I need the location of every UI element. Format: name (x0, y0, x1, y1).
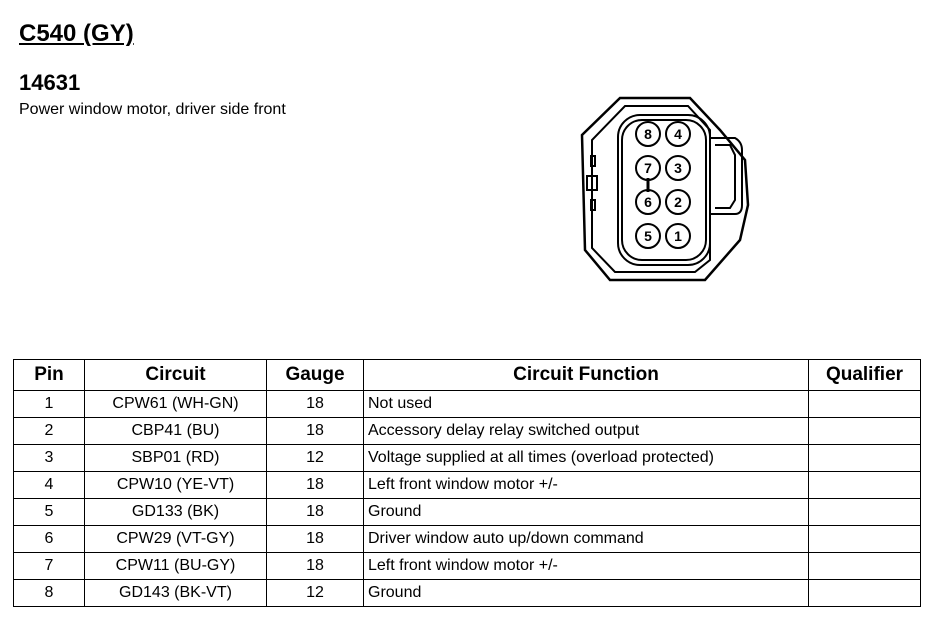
column-header-gauge: Gauge (266, 359, 364, 391)
connector-description: Power window motor, driver side front (19, 101, 286, 118)
pin-cell: 4 (13, 471, 85, 499)
gauge-cell: 18 (266, 552, 364, 580)
qualifier-cell (808, 552, 921, 580)
table-row: 1 CPW61 (WH-GN) 18 Not used (13, 390, 921, 418)
pin-number-label: 7 (644, 160, 652, 176)
pin-8-cavity (635, 121, 661, 147)
circuit-cell: GD133 (BK) (84, 498, 267, 526)
gauge-cell: 12 (266, 444, 364, 472)
column-header-circuit-function: Circuit Function (363, 359, 809, 391)
column-header-pin: Pin (13, 359, 85, 391)
circuit-cell: GD143 (BK-VT) (84, 579, 267, 607)
circuit-cell: CBP41 (BU) (84, 417, 267, 445)
gauge-cell: 18 (266, 498, 364, 526)
pin-cell: 2 (13, 417, 85, 445)
gauge-cell: 18 (266, 390, 364, 418)
circuit-cell: CPW61 (WH-GN) (84, 390, 267, 418)
qualifier-cell (808, 579, 921, 607)
pin-cell: 3 (13, 444, 85, 472)
qualifier-cell (808, 525, 921, 553)
pin-cell: 5 (13, 498, 85, 526)
qualifier-cell (808, 498, 921, 526)
function-cell: Accessory delay relay switched output (363, 417, 809, 445)
function-cell: Ground (363, 498, 809, 526)
circuit-cell: CPW11 (BU-GY) (84, 552, 267, 580)
table-row: 6 CPW29 (VT-GY) 18 Driver window auto up/do… (13, 525, 921, 553)
key-slot-icon (590, 155, 596, 167)
function-cell: Left front window motor +/- (363, 552, 809, 580)
qualifier-cell (808, 444, 921, 472)
table-row: 3 SBP01 (RD) 12 Voltage supplied at all tim… (13, 444, 921, 472)
pin-3-cavity (665, 155, 691, 181)
pin-number-label: 3 (674, 160, 682, 176)
pin-cell: 1 (13, 390, 85, 418)
connector-face-diagram: 8 4 7 3 6 2 5 1 (580, 96, 750, 282)
pin-number-label: 1 (674, 228, 682, 244)
pinout-table: Pin Circuit Gauge Circuit Function Quali… (13, 359, 921, 607)
pin-number-label: 5 (644, 228, 652, 244)
pin-7-cavity (635, 155, 661, 181)
function-cell: Voltage supplied at all times (overload … (363, 444, 809, 472)
column-header-circuit: Circuit (84, 359, 267, 391)
gauge-cell: 18 (266, 471, 364, 499)
function-cell: Left front window motor +/- (363, 471, 809, 499)
pin-number-label: 8 (644, 126, 652, 142)
qualifier-cell (808, 471, 921, 499)
pin-number-label: 2 (674, 194, 682, 210)
key-slot-icon (586, 175, 598, 191)
table-row: 5 GD133 (BK) 18 Ground (13, 498, 921, 526)
pin-4-cavity (665, 121, 691, 147)
pin-number-label: 6 (644, 194, 652, 210)
gauge-cell: 18 (266, 525, 364, 553)
function-cell: Not used (363, 390, 809, 418)
pin-cell: 8 (13, 579, 85, 607)
pin-6-cavity (635, 189, 661, 215)
table-row: 7 CPW11 (BU-GY) 18 Left front window motor … (13, 552, 921, 580)
table-header-row: Pin Circuit Gauge Circuit Function Quali… (13, 359, 921, 391)
table-row: 8 GD143 (BK-VT) 12 Ground (13, 579, 921, 607)
pin-number-label: 4 (674, 126, 682, 142)
gauge-cell: 12 (266, 579, 364, 607)
key-slot-icon (590, 199, 596, 211)
column-header-qualifier: Qualifier (808, 359, 921, 391)
pin-cell: 7 (13, 552, 85, 580)
qualifier-cell (808, 390, 921, 418)
pin-cell: 6 (13, 525, 85, 553)
gauge-cell: 18 (266, 417, 364, 445)
function-cell: Ground (363, 579, 809, 607)
qualifier-cell (808, 417, 921, 445)
table-row: 4 CPW10 (YE-VT) 18 Left front window motor … (13, 471, 921, 499)
connector-title: C540 (GY) (19, 20, 134, 47)
part-number: 14631 (19, 70, 81, 95)
pin-5-cavity (635, 223, 661, 249)
function-cell: Driver window auto up/down command (363, 525, 809, 553)
pin-1-cavity (665, 223, 691, 249)
circuit-cell: CPW10 (YE-VT) (84, 471, 267, 499)
pin-2-cavity (665, 189, 691, 215)
table-row: 2 CBP41 (BU) 18 Accessory delay relay switc… (13, 417, 921, 445)
circuit-cell: SBP01 (RD) (84, 444, 267, 472)
circuit-cell: CPW29 (VT-GY) (84, 525, 267, 553)
